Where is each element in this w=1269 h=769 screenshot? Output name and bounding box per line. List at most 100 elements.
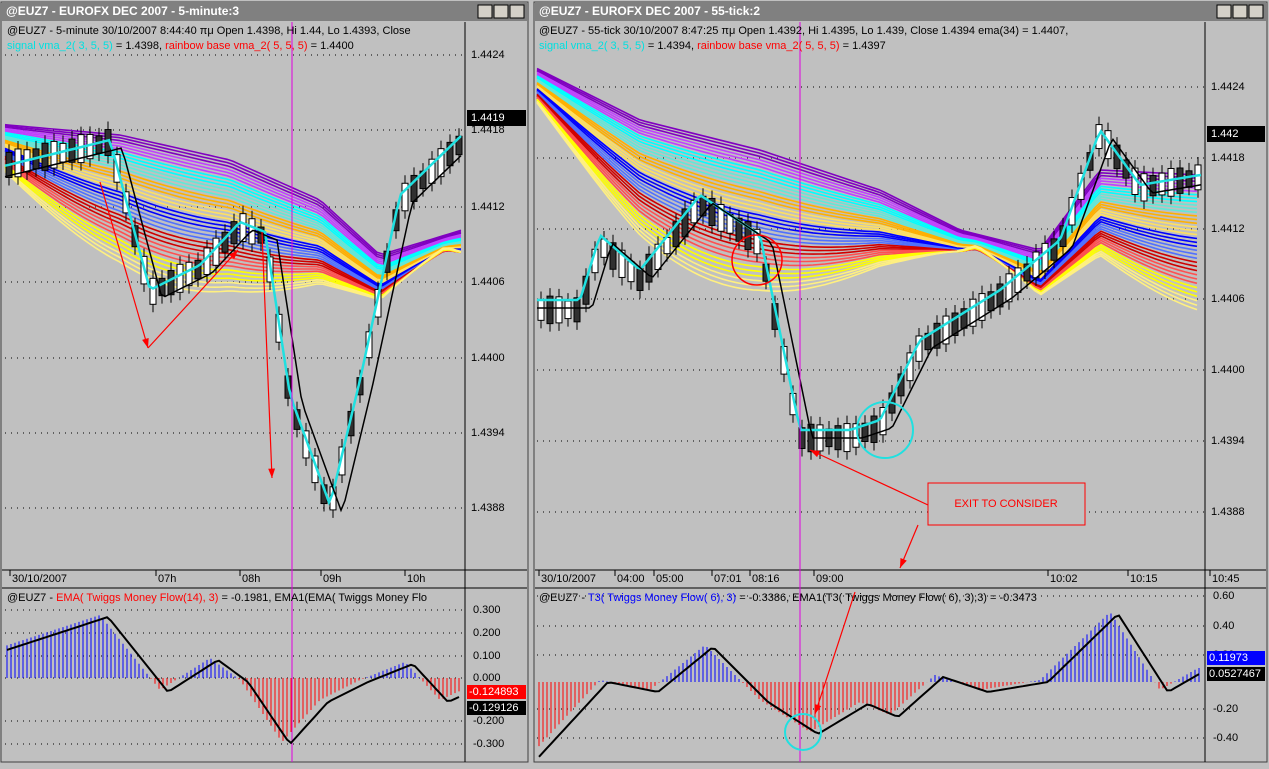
price-label: 1.4406 [1211,293,1245,305]
annotation-box [927,482,1086,526]
annotation-text: EXIT TO CONSIDER [954,498,1057,510]
price-label: 1.4400 [1211,364,1245,376]
price-label: 1.4412 [471,201,505,213]
candle [690,199,698,224]
candle [555,296,563,324]
ribbon-line [536,71,1198,256]
price-label: 1.4412 [1211,223,1245,235]
candle [996,283,1004,308]
title-bar [2,3,527,21]
last-price-box [467,110,526,126]
indicator-header: @EUZ7 - EMA( Twiggs Money Flow(14), 3) =… [7,592,427,604]
indicator-label: -0.200 [473,715,504,727]
indicator-value: 0.0527467 [1209,668,1261,680]
ribbon-line [536,70,1198,254]
ribbon-line [536,72,1198,258]
candle [564,300,572,320]
candle [149,277,157,305]
candle [1077,172,1085,200]
signal-line [537,129,1202,432]
window-button[interactable] [477,4,493,19]
price-label: 1.4394 [1211,435,1245,447]
ribbon-line [536,95,1198,290]
last-price: 1.4419 [471,112,505,124]
price-label: 1.4424 [1211,81,1245,93]
header-segment: signal vma_2( 3, 5, 5) [7,40,113,52]
candle [546,295,554,325]
candle [1005,273,1013,303]
ribbon-line [536,91,1198,285]
time-label: 07h [158,573,176,585]
candle [924,332,932,351]
candle [1176,167,1184,194]
ribbon-line [536,75,1198,262]
indicator-line [538,614,1200,758]
header-segment: = 1.4397 [840,40,886,52]
candle [185,261,193,287]
header-segment: signal vma_2( 3, 5, 5) [539,40,645,52]
candle [798,427,806,449]
ribbon-line [536,84,1198,275]
window-button[interactable] [1216,4,1232,19]
header-segment: rainbow base vma_2( 5, 5, 5) [697,40,839,52]
base-line [537,138,1202,439]
title-bar [535,3,1266,21]
time-label: 07:01 [714,573,742,585]
arrow-head [142,338,149,348]
candle [1149,175,1157,197]
price-label: 1.4400 [471,352,505,364]
window-button[interactable] [493,4,509,19]
time-label: 10h [407,573,425,585]
candle [1086,152,1094,171]
candle [537,298,545,321]
indicator-label: -0.300 [473,738,504,750]
candle [609,242,617,270]
ribbon-line [536,97,1198,292]
window-button[interactable] [1248,4,1264,19]
header-segment: = 1.4400 [308,40,354,52]
candle [951,312,959,336]
window-title: @EUZ7 - EUROFX DEC 2007 - 5-minute:3 [6,4,239,18]
window-button[interactable] [1232,4,1248,19]
time-label: 30/10/2007 [541,573,596,585]
indicator-header: @EUZ7 - T3( Twiggs Money Flow( 6), 3) = … [539,592,1037,604]
arrow-head [814,704,822,714]
annotation-circle [731,234,783,286]
window [0,1,529,763]
ribbon-line [536,67,1198,250]
ribbon-line [536,88,1198,281]
window-title: @EUZ7 - EUROFX DEC 2007 - 55-tick:2 [539,4,760,18]
candle [978,293,986,321]
indicator-label: 0.200 [473,627,501,639]
indicator-label: -0.20 [1213,703,1238,715]
ribbon-line [536,79,1198,269]
candle [969,298,977,327]
header-segment: = 1.4394, [645,40,697,52]
base-line [4,147,462,513]
signal-line [4,135,462,506]
indicator-line [6,616,460,745]
candle [1167,167,1175,197]
ribbon-line [536,80,1198,271]
candle [176,263,184,293]
candle [870,415,878,443]
candle [374,288,382,318]
indicator-label: 0.000 [473,672,501,684]
ribbon-line [536,83,1198,274]
annotation-arrow [261,231,273,479]
ribbon-line [536,90,1198,283]
window-button[interactable] [509,4,525,19]
last-price: 1.442 [1211,128,1239,140]
annotation-arrow [147,249,239,349]
ribbon-line [536,97,1198,291]
price-label: 1.4418 [471,124,505,136]
candle [735,217,743,242]
candle [1032,251,1040,279]
ribbon-line [536,85,1198,277]
price-label: 1.4418 [1211,152,1245,164]
time-label: 08:16 [752,573,780,585]
time-label: 05:00 [656,573,684,585]
time-label: 09h [323,573,341,585]
header-segment: = -0.3386, EMA1(T3( Twiggs Money Flow( 6… [736,592,1037,604]
candle [1041,242,1049,272]
